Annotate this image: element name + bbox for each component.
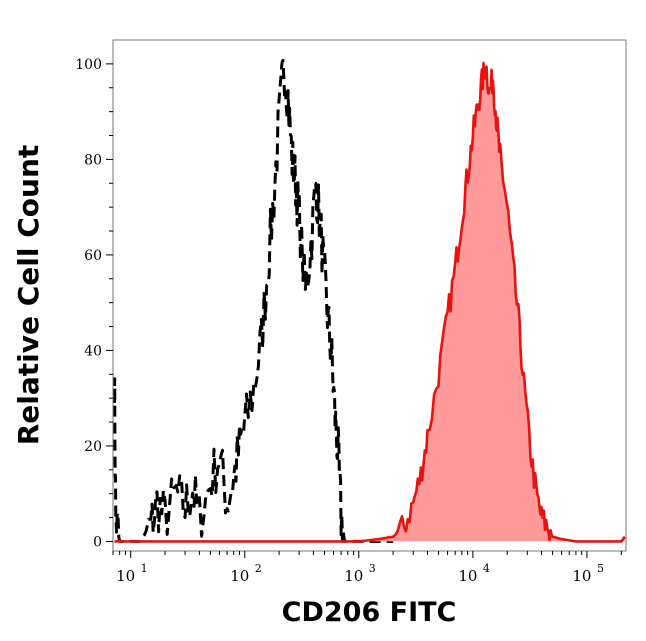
x-tick-exponent: 2 xyxy=(255,562,262,575)
y-tick-label: 100 xyxy=(75,57,102,73)
x-axis-title: CD206 FITC xyxy=(282,597,457,628)
x-tick-label: 10 xyxy=(116,567,135,585)
x-tick-exponent: 5 xyxy=(597,562,604,575)
plot-frame xyxy=(112,39,627,552)
y-tick-label: 80 xyxy=(84,152,102,168)
x-tick-label: 10 xyxy=(230,567,249,585)
control-histogram-line xyxy=(113,58,394,543)
y-axis-title: Relative Cell Count xyxy=(12,145,45,446)
x-tick-label: 10 xyxy=(458,567,477,585)
cd206-histogram-fill xyxy=(114,63,625,542)
x-tick-exponent: 4 xyxy=(483,562,490,575)
y-tick-label: 40 xyxy=(84,343,102,359)
cd206-histogram-line xyxy=(114,61,626,543)
x-axis: 10 1 10 2 10 3 10 4 10 5 xyxy=(112,551,622,585)
y-tick-label: 0 xyxy=(93,534,102,550)
x-tick-label: 10 xyxy=(572,567,591,585)
x-tick-exponent: 1 xyxy=(141,562,148,575)
x-tick-label: 10 xyxy=(344,567,363,585)
y-tick-label: 20 xyxy=(84,439,102,455)
x-tick-exponent: 3 xyxy=(369,562,376,575)
y-tick-label: 60 xyxy=(84,248,102,264)
y-axis: 0 20 40 60 80 100 xyxy=(75,57,113,550)
